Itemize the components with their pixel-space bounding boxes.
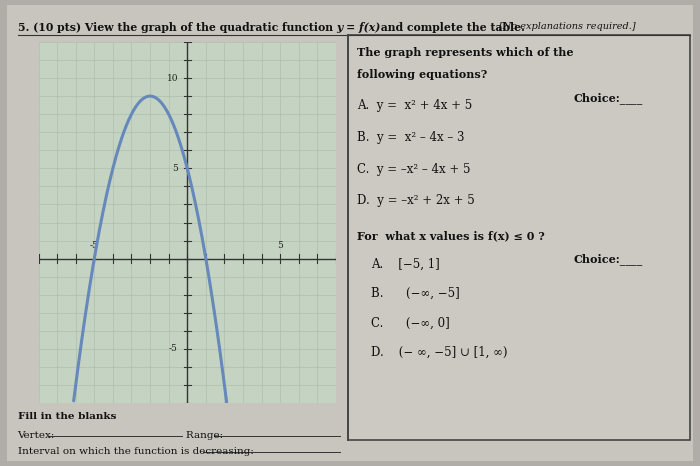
- Text: -5: -5: [169, 344, 178, 353]
- Text: Range:: Range:: [186, 431, 226, 440]
- Text: Choice:____: Choice:____: [574, 92, 643, 104]
- Text: A.    [−5, 1]: A. [−5, 1]: [371, 258, 440, 271]
- Text: Interval on which the function is decreasing:: Interval on which the function is decrea…: [18, 447, 253, 456]
- Text: The graph represents which of the: The graph represents which of the: [357, 47, 573, 58]
- Text: Vertex:: Vertex:: [18, 431, 58, 440]
- Text: D.  y = –x² + 2x + 5: D. y = –x² + 2x + 5: [357, 194, 475, 207]
- Text: [No explanations required.]: [No explanations required.]: [499, 22, 636, 31]
- Bar: [348, 35, 690, 440]
- Text: 5: 5: [172, 164, 178, 173]
- Text: C.      (−∞, 0]: C. (−∞, 0]: [371, 316, 449, 329]
- Text: B.      (−∞, −5]: B. (−∞, −5]: [371, 287, 460, 300]
- Text: For  what x values is f(x) ≤ 0 ?: For what x values is f(x) ≤ 0 ?: [357, 231, 545, 242]
- Text: D.    (− ∞, −5] ∪ [1, ∞): D. (− ∞, −5] ∪ [1, ∞): [371, 346, 508, 359]
- Text: 10: 10: [167, 74, 178, 82]
- Text: Choice:____: Choice:____: [574, 253, 643, 265]
- Text: Fill in the blanks: Fill in the blanks: [18, 412, 116, 421]
- Text: and complete the table.: and complete the table.: [377, 22, 528, 34]
- Text: 5: 5: [277, 240, 284, 250]
- Text: following equations?: following equations?: [357, 69, 487, 80]
- Text: A.  y =  x² + 4x + 5: A. y = x² + 4x + 5: [357, 99, 472, 112]
- Text: -5: -5: [90, 240, 99, 250]
- Text: B.  y =  x² – 4x – 3: B. y = x² – 4x – 3: [357, 131, 465, 144]
- Text: C.  y = –x² – 4x + 5: C. y = –x² – 4x + 5: [357, 163, 470, 176]
- Text: 5. (10 pts) View the graph of the quadratic function: 5. (10 pts) View the graph of the quadra…: [18, 22, 336, 34]
- Text: y = f(x): y = f(x): [336, 22, 380, 34]
